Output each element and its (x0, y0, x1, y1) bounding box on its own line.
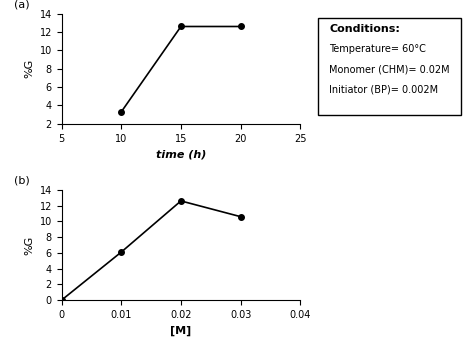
X-axis label: time (h): time (h) (156, 149, 206, 159)
Text: Conditions:: Conditions: (329, 24, 400, 33)
Text: Initiator (BP)= 0.002M: Initiator (BP)= 0.002M (329, 84, 438, 94)
Text: (a): (a) (14, 0, 29, 9)
Text: Temperature= 60°C: Temperature= 60°C (329, 44, 426, 55)
X-axis label: [M]: [M] (170, 325, 191, 336)
Text: (b): (b) (14, 176, 30, 186)
Y-axis label: %G: %G (24, 235, 34, 255)
Text: Monomer (CHM)= 0.02M: Monomer (CHM)= 0.02M (329, 64, 450, 74)
Y-axis label: %G: %G (24, 59, 34, 78)
FancyBboxPatch shape (318, 18, 461, 115)
